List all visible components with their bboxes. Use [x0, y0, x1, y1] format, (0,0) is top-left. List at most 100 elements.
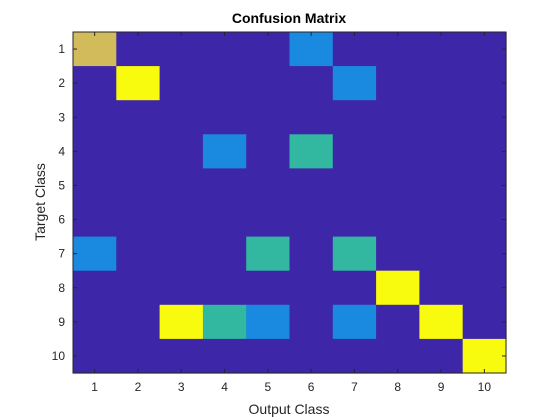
heatmap-cell-r8-c5 [246, 270, 291, 306]
x-tick-label: 7 [351, 380, 358, 394]
heatmap-cell-r1-c2 [116, 32, 161, 67]
heatmap-cell-r4-c10 [462, 134, 507, 169]
heatmap-cell-r2-c10 [462, 66, 507, 101]
heatmap-cell-r5-c3 [159, 168, 204, 204]
heatmap-cell-r2-c5 [246, 66, 291, 101]
heatmap-cell-r3-c7 [332, 100, 377, 135]
heatmap-cell-r10-c9 [419, 338, 464, 374]
heatmap-cell-r9-c5 [246, 304, 291, 340]
heatmap-cell-r6-c1 [73, 202, 117, 238]
heatmap-cell-r1-c5 [246, 32, 291, 67]
heatmap-cell-r4-c5 [246, 134, 291, 169]
heatmap-cell-r5-c1 [73, 168, 117, 204]
heatmap-cell-r2-c9 [419, 66, 464, 101]
heatmap-cell-r2-c3 [159, 66, 204, 101]
heatmap-cell-r1-c9 [419, 32, 464, 67]
heatmap-cell-r3-c6 [289, 100, 334, 135]
heatmap-cell-r1-c1 [73, 32, 117, 67]
heatmap-cell-r4-c9 [419, 134, 464, 169]
heatmap-cell-r3-c4 [202, 100, 247, 135]
heatmap-cell-r8-c2 [116, 270, 161, 306]
heatmap-cell-r10-c1 [73, 338, 117, 374]
heatmap-cell-r9-c7 [332, 304, 377, 340]
heatmap-cell-r4-c2 [116, 134, 161, 169]
heatmap-cell-r9-c3 [159, 304, 204, 340]
heatmap-cell-r7-c1 [73, 236, 117, 272]
heatmap-cell-r2-c1 [73, 66, 117, 101]
heatmap-cell-r5-c4 [202, 168, 247, 204]
heatmap-cell-r8-c9 [419, 270, 464, 306]
y-tick-label: 6 [58, 213, 65, 227]
chart-title: Confusion Matrix [232, 10, 347, 26]
y-tick-label: 10 [52, 349, 66, 363]
heatmap-cell-r10-c8 [376, 338, 420, 374]
heatmap-cell-r3-c2 [116, 100, 161, 135]
heatmap-cell-r7-c8 [376, 236, 420, 272]
heatmap-cell-r6-c5 [246, 202, 291, 238]
heatmap-cell-r3-c5 [246, 100, 291, 135]
heatmap-cell-r5-c9 [419, 168, 464, 204]
heatmap-cell-r5-c10 [462, 168, 507, 204]
heatmap-cell-r4-c1 [73, 134, 117, 169]
heatmap-cell-r3-c10 [462, 100, 507, 135]
heatmap-cell-r5-c7 [332, 168, 377, 204]
heatmap-cell-r5-c8 [376, 168, 420, 204]
y-tick-label: 2 [58, 76, 65, 90]
heatmap-cell-r9-c10 [462, 304, 507, 340]
heatmap-cell-r7-c4 [202, 236, 247, 272]
heatmap-cell-r1-c3 [159, 32, 204, 67]
heatmap-cell-r9-c9 [419, 304, 464, 340]
heatmap-cell-r6-c3 [159, 202, 204, 238]
heatmap-cell-r2-c4 [202, 66, 247, 101]
heatmap-cell-r2-c8 [376, 66, 420, 101]
heatmap-cell-r3-c3 [159, 100, 204, 135]
heatmap-cell-r2-c2 [116, 66, 161, 101]
heatmap-cell-r1-c7 [332, 32, 377, 67]
heatmap-cell-r7-c5 [246, 236, 291, 272]
heatmap-cell-r8-c1 [73, 270, 117, 306]
plot-frame [72, 31, 507, 374]
y-tick-label: 9 [58, 315, 65, 329]
heatmap-cell-r6-c8 [376, 202, 420, 238]
heatmap-cell-r5-c6 [289, 168, 334, 204]
heatmap-cell-r8-c3 [159, 270, 204, 306]
heatmap-cell-r8-c6 [289, 270, 334, 306]
heatmap-cell-r10-c3 [159, 338, 204, 374]
heatmap-cell-r6-c10 [462, 202, 507, 238]
heatmap-cell-r4-c6 [289, 134, 334, 169]
heatmap-cell-r10-c6 [289, 338, 334, 374]
y-tick-label: 7 [58, 247, 65, 261]
x-tick-label: 4 [221, 380, 228, 394]
x-tick-label: 6 [308, 380, 315, 394]
heatmap-cell-r4-c3 [159, 134, 204, 169]
heatmap-cell-r6-c2 [116, 202, 161, 238]
heatmap-cell-r3-c9 [419, 100, 464, 135]
heatmap-cell-r2-c6 [289, 66, 334, 101]
x-tick-label: 1 [91, 380, 98, 394]
x-axis-label: Output Class [249, 401, 330, 417]
heatmap-cell-r9-c8 [376, 304, 420, 340]
heatmap-cell-r10-c5 [246, 338, 291, 374]
heatmap-cell-r1-c8 [376, 32, 420, 67]
heatmap-cell-r3-c1 [73, 100, 117, 135]
heatmap-cell-r7-c10 [462, 236, 507, 272]
heatmap-cell-r4-c7 [332, 134, 377, 169]
heatmap-cell-r5-c2 [116, 168, 161, 204]
x-tick-label: 3 [178, 380, 185, 394]
heatmap-cell-r6-c9 [419, 202, 464, 238]
x-axis-ticks: 1 2 3 4 5 6 7 8 9 10 [91, 32, 491, 394]
heatmap-cell-r8-c8 [376, 270, 420, 306]
heatmap-cell-r6-c4 [202, 202, 247, 238]
y-tick-label: 4 [58, 144, 65, 158]
heatmap-cell-r8-c4 [202, 270, 247, 306]
heatmap-cell-r9-c2 [116, 304, 161, 340]
heatmap-cell-r1-c10 [462, 32, 507, 67]
heatmap-cell-r8-c7 [332, 270, 377, 306]
heatmap-cell-r7-c7 [332, 236, 377, 272]
x-tick-label: 8 [394, 380, 401, 394]
heatmap-cell-r1-c4 [202, 32, 247, 67]
heatmap-cell-r7-c2 [116, 236, 161, 272]
heatmap-cell-r9-c1 [73, 304, 117, 340]
heatmap-cell-r10-c10 [462, 338, 507, 374]
